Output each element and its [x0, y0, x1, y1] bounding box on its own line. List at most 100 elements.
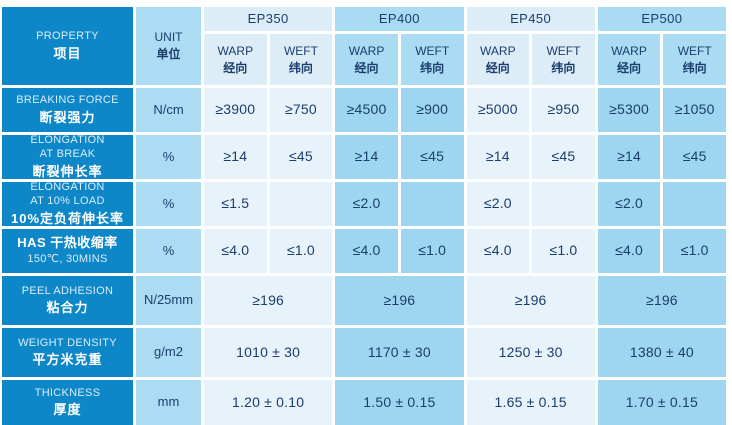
ep350-warp-header: WARP 经向 [204, 34, 267, 85]
thickness-ep500: 1.70 ± 0.15 [597, 380, 726, 425]
ep350-weft-header: WEFT 纬向 [269, 34, 333, 85]
group-label: EP500 [641, 10, 683, 26]
ep450-warp-header: WARP 经向 [466, 34, 530, 85]
group-label: EP350 [247, 10, 289, 26]
peel-adhesion-ep450: ≥196 [466, 276, 595, 325]
elongation-break-ep400-warp: ≥14 [335, 135, 398, 179]
warp-label-zh: 经向 [485, 60, 510, 75]
weft-label-zh: 纬向 [420, 60, 445, 75]
weft-label-zh: 纬向 [682, 60, 707, 75]
unit-thickness: mm [136, 380, 201, 425]
breaking-force-ep350-weft: ≥750 [269, 88, 333, 132]
row-label-has-shrinkage: HAS 干热收缩率 150℃, 30MINS [2, 229, 133, 273]
group-header-ep500: EP500 [597, 7, 726, 31]
warp-label-zh: 经向 [223, 60, 248, 75]
warp-label-en: WARP [217, 43, 254, 58]
unit-weight-density: g/m2 [136, 328, 201, 377]
unit-header-en: UNIT [154, 30, 183, 44]
elongation-break-ep500-weft: ≤45 [663, 135, 726, 179]
warp-label-zh: 经向 [617, 60, 642, 75]
unit-elongation-10-load: % [136, 182, 201, 226]
row-label-en: THICKNESS [34, 386, 101, 399]
has-ep350-warp: ≤4.0 [204, 229, 267, 273]
elongation-10-ep500-warp: ≤2.0 [597, 182, 661, 226]
row-label-en: PEEL ADHESION [21, 284, 114, 297]
peel-adhesion-ep350: ≥196 [204, 276, 333, 325]
thickness-ep350: 1.20 ± 0.10 [204, 380, 333, 425]
has-ep350-weft: ≤1.0 [269, 229, 333, 273]
elongation-break-ep350-weft: ≤45 [269, 135, 333, 179]
group-label: EP400 [378, 10, 420, 26]
warp-label-en: WARP [480, 43, 516, 58]
elongation-break-ep450-warp: ≥14 [466, 135, 530, 179]
elongation-10-ep400-weft [400, 182, 464, 226]
property-header: PROPERTY 项目 [2, 7, 133, 85]
has-ep450-weft: ≤1.0 [532, 229, 595, 273]
unit-header-zh: 单位 [156, 47, 181, 61]
breaking-force-ep400-warp: ≥4500 [335, 88, 398, 132]
weight-density-ep450: 1250 ± 30 [466, 328, 595, 377]
elongation-10-ep400-warp: ≤2.0 [335, 182, 398, 226]
row-label-elongation-at-break: ELONGATION AT BREAK 断裂伸长率 [2, 134, 133, 179]
row-label-zh: 粘合力 [46, 300, 89, 316]
row-label-zh: 断裂伸长率 [32, 163, 103, 179]
row-label-zh: 断裂强力 [39, 109, 96, 125]
weft-label-en: WEFT [546, 43, 581, 58]
elongation-10-ep450-weft [532, 182, 595, 226]
weight-density-ep500: 1380 ± 40 [597, 328, 726, 377]
row-label-en: ELONGATION AT BREAK [30, 134, 105, 160]
weft-label-en: WEFT [283, 43, 318, 58]
unit-header: UNIT 单位 [136, 7, 201, 85]
row-label-zh: 150℃, 30MINS [27, 253, 108, 266]
property-header-zh: 项目 [53, 45, 82, 61]
group-label: EP450 [510, 10, 552, 26]
weight-density-ep400: 1170 ± 30 [335, 328, 464, 377]
row-label-zh: 平方米克重 [32, 352, 103, 368]
ep400-weft-header: WEFT 纬向 [400, 34, 464, 85]
ep500-warp-header: WARP 经向 [597, 34, 661, 85]
weft-label-en: WEFT [415, 43, 450, 58]
has-ep500-warp: ≤4.0 [597, 229, 661, 273]
elongation-10-ep350-weft [269, 182, 333, 226]
elongation-break-ep450-weft: ≤45 [532, 135, 595, 179]
elongation-10-ep500-weft [663, 182, 726, 226]
breaking-force-ep450-weft: ≥950 [532, 88, 595, 132]
peel-adhesion-ep500: ≥196 [597, 276, 726, 325]
has-ep500-weft: ≤1.0 [663, 229, 726, 273]
ep400-warp-header: WARP 经向 [335, 34, 398, 85]
weft-label-en: WEFT [677, 43, 712, 58]
weft-label-zh: 纬向 [551, 60, 576, 75]
row-label-en: HAS 干热收缩率 [17, 235, 118, 250]
elongation-break-ep400-weft: ≤45 [400, 135, 464, 179]
breaking-force-ep500-weft: ≥1050 [663, 88, 726, 132]
group-header-ep350: EP350 [204, 7, 333, 31]
has-ep450-warp: ≤4.0 [466, 229, 530, 273]
warp-label-en: WARP [348, 43, 385, 58]
breaking-force-ep400-weft: ≥900 [400, 88, 464, 132]
peel-adhesion-ep400: ≥196 [335, 276, 464, 325]
breaking-force-ep450-warp: ≥5000 [466, 88, 530, 132]
row-label-en: WEIGHT DENSITY [18, 336, 117, 349]
unit-breaking-force: N/cm [136, 88, 201, 132]
ep450-weft-header: WEFT 纬向 [532, 34, 595, 85]
property-header-en: PROPERTY [36, 30, 99, 42]
thickness-ep450: 1.65 ± 0.15 [466, 380, 595, 425]
elongation-break-ep500-warp: ≥14 [597, 135, 661, 179]
elongation-10-ep450-warp: ≤2.0 [466, 182, 530, 226]
elongation-10-ep350-warp: ≤1.5 [204, 182, 267, 226]
ep500-weft-header: WEFT 纬向 [663, 34, 726, 85]
breaking-force-ep500-warp: ≥5300 [597, 88, 661, 132]
row-label-zh: 厚度 [53, 402, 82, 418]
row-label-zh: 10%定负荷伸长率 [10, 210, 125, 226]
row-label-breaking-force: BREAKING FORCE 断裂强力 [2, 88, 133, 132]
row-label-thickness: THICKNESS 厚度 [2, 380, 133, 425]
has-ep400-warp: ≤4.0 [335, 229, 398, 273]
group-header-ep400: EP400 [335, 7, 464, 31]
row-label-peel-adhesion: PEEL ADHESION 粘合力 [2, 276, 133, 325]
warp-label-en: WARP [611, 43, 647, 58]
thickness-ep400: 1.50 ± 0.15 [335, 380, 464, 425]
breaking-force-ep350-warp: ≥3900 [204, 88, 267, 132]
row-label-en: BREAKING FORCE [16, 94, 119, 106]
unit-peel-adhesion: N/25mm [136, 276, 201, 325]
